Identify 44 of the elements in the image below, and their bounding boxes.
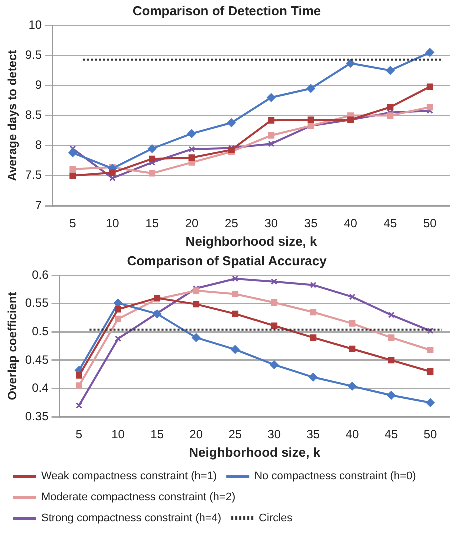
x-tick-label: 20 (185, 216, 199, 231)
x-tick-label: 45 (384, 428, 398, 442)
x-tick-label: 40 (344, 216, 358, 231)
y-tick-label: 0.4 (32, 381, 50, 396)
x-tick-label: 15 (146, 216, 160, 231)
y-tick-label: 0.5 (32, 324, 50, 338)
y-tick-label: 7 (35, 198, 42, 212)
legend-label: Weak compactness constraint (h=1) (42, 470, 218, 483)
y-axis-title: Overlap coefficient (6, 292, 20, 400)
x-tick-label: 20 (190, 428, 204, 442)
legend-label: Moderate compactness constraint (h=2) (42, 492, 236, 504)
x-tick-label: 35 (306, 428, 320, 442)
x-tick-label: 50 (424, 428, 438, 442)
y-tick-label: 8 (35, 138, 42, 152)
x-tick-label: 30 (264, 216, 278, 231)
chart-title: Comparison of Detection Time (132, 3, 322, 18)
y-tick-label: 8.5 (25, 108, 42, 122)
legend-label: Circles (259, 512, 294, 525)
y-tick-label: 9.5 (25, 48, 42, 62)
x-tick-label: 5 (70, 216, 77, 231)
x-tick-label: 40 (346, 428, 360, 442)
y-tick-label: 0.55 (25, 296, 50, 310)
x-tick-label: 45 (384, 216, 398, 231)
x-tick-label: 10 (112, 428, 126, 442)
y-tick-label: 9 (35, 78, 42, 92)
x-tick-label: 25 (228, 428, 242, 442)
y-tick-label: 7.5 (25, 168, 42, 182)
x-tick-label: 15 (150, 428, 164, 442)
y-tick-label: 10 (28, 18, 42, 32)
x-tick-label: 5 (76, 428, 83, 442)
y-axis-title: Average days to detect (6, 50, 20, 182)
y-tick-label: 0.35 (25, 409, 50, 424)
x-tick-label: 30 (268, 428, 282, 442)
y-tick-label: 0.6 (32, 268, 50, 282)
x-tick-label: 50 (423, 216, 438, 231)
x-axis-title: Neighborhood size, k (186, 234, 318, 249)
x-tick-label: 25 (225, 216, 239, 231)
legend-label: No compactness constraint (h=0) (254, 470, 416, 483)
y-tick-label: 0.45 (25, 352, 50, 367)
x-axis-title: Neighborhood size, k (189, 444, 322, 460)
chart-title: Comparison of Spatial Accuracy (127, 253, 328, 268)
x-tick-label: 35 (304, 216, 318, 231)
legend-label: Strong compactness constraint (h=4) (42, 512, 222, 525)
x-tick-label: 10 (106, 216, 120, 231)
